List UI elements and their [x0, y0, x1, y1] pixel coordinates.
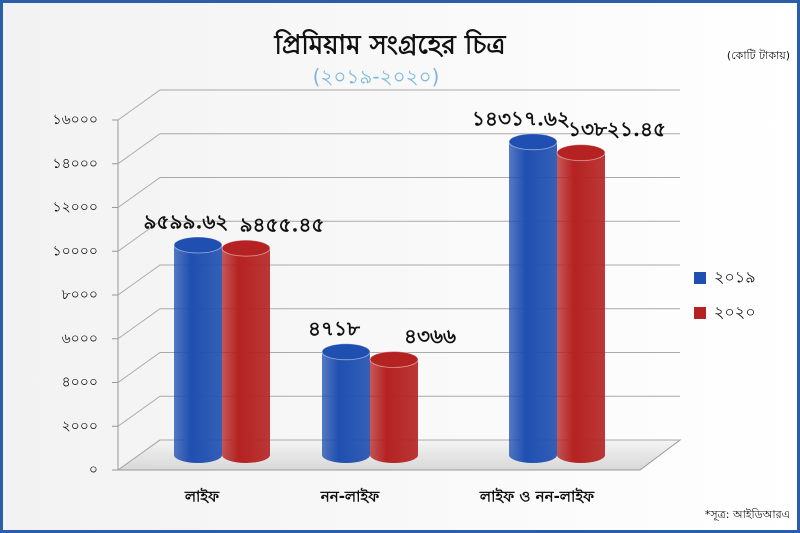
legend-swatch	[694, 307, 706, 319]
grid-line	[117, 89, 680, 121]
y-tick-label: ১৬০০০	[53, 112, 99, 128]
x-tick-label: লাইফ ও নন-লাইফ	[479, 487, 595, 506]
value-label: ১৪৩১৭.৬২	[472, 106, 570, 130]
value-label: ৯৫৯৯.৬২	[144, 210, 229, 234]
bar-cap	[556, 144, 606, 162]
grid-line	[117, 220, 680, 252]
x-tick-label: লাইফ	[184, 487, 220, 506]
y-tick-label: ০	[89, 462, 98, 478]
grid-line	[117, 439, 680, 471]
chart-title: প্রিমিয়াম সংগ্রহের চিত্র	[274, 29, 507, 61]
y-tick-label: ২০০০	[62, 418, 98, 434]
value-label: ৪৩৬৬	[404, 324, 456, 348]
y-tick-label: ১৪০০০	[53, 156, 98, 172]
bar	[370, 359, 418, 463]
y-tick-label: ৬০০০	[62, 331, 98, 347]
bar-cap	[508, 133, 558, 151]
y-tick-label: ৪০০০	[62, 375, 98, 391]
value-label: ৯৪৫৫.৪৫	[240, 213, 325, 237]
y-tick-label: ১২০০০	[53, 200, 99, 216]
legend-label: ২০২০	[714, 303, 756, 322]
bar-cap	[173, 236, 223, 254]
grid-line	[117, 177, 680, 208]
bar	[222, 248, 270, 463]
bar-cap	[221, 239, 271, 257]
grid-line	[117, 395, 680, 427]
value-label: ৪৭১৮	[308, 316, 361, 340]
bar	[509, 141, 557, 463]
bar-cap	[321, 343, 371, 361]
y-tick-label: ১০০০০	[53, 243, 99, 259]
grid-line	[117, 133, 680, 165]
grid-line	[117, 308, 680, 340]
bar-cap	[369, 350, 419, 368]
x-tick-label: নন-লাইফ	[320, 487, 380, 506]
legend-label: ২০১৯	[714, 268, 756, 287]
value-label: ১৩৮২১.৪৫	[568, 117, 666, 141]
source-note: *সূত্র: আইডিআরএ	[705, 508, 790, 521]
bar	[322, 351, 370, 463]
chart-subtitle: (২০১৯-২০২০)	[313, 65, 440, 89]
bar	[557, 152, 605, 464]
legend-swatch	[694, 272, 706, 284]
grid-line	[117, 352, 680, 383]
grid-line	[117, 264, 680, 296]
unit-note: (কোটি টাকায়)	[727, 49, 790, 62]
y-tick-label: ৮০০০	[62, 287, 98, 303]
bar	[174, 245, 222, 463]
